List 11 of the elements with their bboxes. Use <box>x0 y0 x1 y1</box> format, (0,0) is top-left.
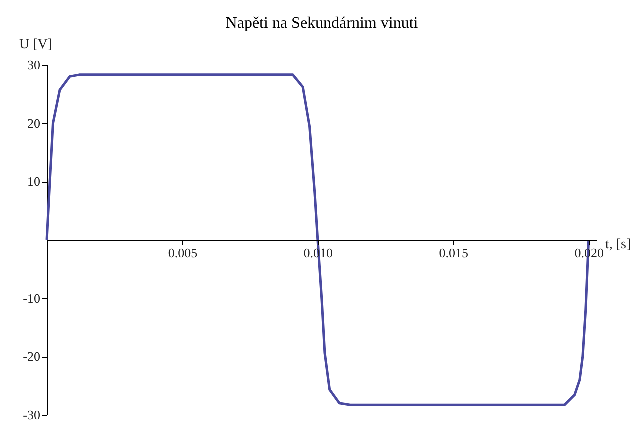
y-tick-label: 20 <box>28 116 40 131</box>
chart-title: Napěti na Sekundárnim vinuti <box>226 15 419 32</box>
x-tick-label: 0.005 <box>168 246 198 260</box>
x-axis-title: t, [s] <box>606 238 632 252</box>
y-tick-label: -10 <box>23 290 40 306</box>
y-tick-label: -30 <box>23 408 40 422</box>
y-tick-label: 10 <box>28 174 40 190</box>
y-tick-label: -20 <box>23 349 40 364</box>
y-axis-title: U [V] <box>20 38 53 52</box>
y-tick-label: 30 <box>28 58 40 72</box>
x-tick-label: 0.015 <box>439 246 469 260</box>
